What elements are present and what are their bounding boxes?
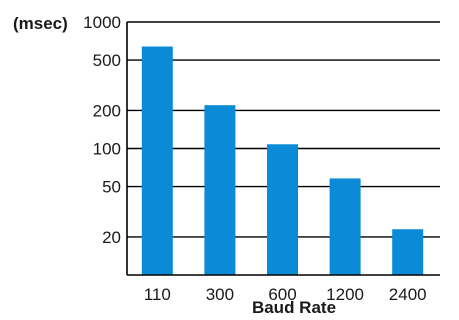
- bar-300: [204, 105, 236, 275]
- bar-2400: [392, 229, 424, 275]
- x-tick-label: 110: [144, 285, 171, 304]
- y-unit-label: (msec): [13, 14, 68, 33]
- x-tick-label: 2400: [389, 285, 427, 304]
- x-axis-title: Baud Rate: [252, 298, 336, 317]
- x-tick-label: 600: [268, 285, 296, 304]
- bar-600: [267, 144, 298, 275]
- bar-1200: [329, 178, 361, 275]
- y-tick-label: 100: [93, 140, 121, 159]
- bar-110: [141, 46, 173, 275]
- x-tick-labels: 110 300 600 1200 2400: [144, 285, 427, 304]
- y-tick-label: 500: [93, 51, 121, 70]
- y-tick-label: 20: [102, 228, 121, 247]
- y-tick-labels: 1000 500 200 100 50 20: [83, 13, 121, 247]
- bars: [141, 46, 424, 275]
- y-tick-label: 200: [93, 101, 121, 120]
- y-tick-label: 1000: [83, 13, 121, 32]
- y-tick-label: 50: [102, 178, 121, 197]
- x-tick-label: 1200: [326, 285, 364, 304]
- x-tick-label: 300: [206, 285, 234, 304]
